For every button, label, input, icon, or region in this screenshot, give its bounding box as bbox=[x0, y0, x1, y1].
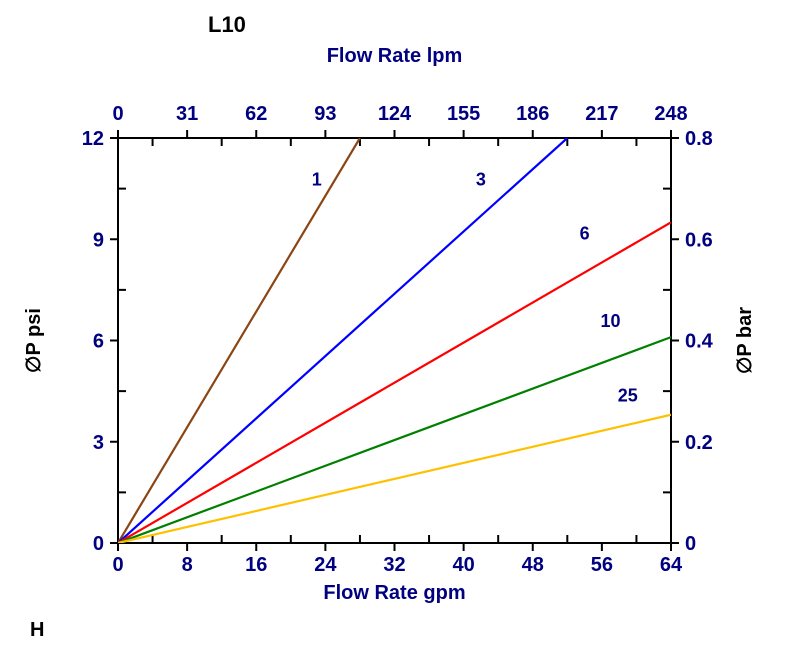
tick-right-label: 0 bbox=[685, 533, 696, 555]
footer-char: H bbox=[30, 619, 44, 641]
tick-bottom-label: 64 bbox=[660, 554, 683, 576]
tick-right-label: 0.2 bbox=[685, 432, 713, 454]
series-label-1: 1 bbox=[312, 169, 322, 189]
axis-bottom-label: Flow Rate gpm bbox=[323, 582, 465, 604]
tick-left-label: 3 bbox=[93, 432, 104, 454]
tick-left-label: 0 bbox=[93, 533, 104, 555]
tick-top-label: 155 bbox=[447, 103, 480, 125]
tick-bottom-label: 24 bbox=[314, 554, 337, 576]
series-label-25: 25 bbox=[618, 385, 638, 405]
axis-left-label: ∅P psi bbox=[23, 308, 45, 373]
tick-bottom-label: 16 bbox=[245, 554, 267, 576]
tick-right-label: 0.4 bbox=[685, 331, 714, 353]
tick-top-label: 217 bbox=[585, 103, 618, 125]
tick-left-label: 12 bbox=[82, 128, 104, 150]
tick-top-label: 186 bbox=[516, 103, 549, 125]
tick-top-label: 248 bbox=[654, 103, 687, 125]
tick-top-label: 0 bbox=[112, 103, 123, 125]
tick-bottom-label: 56 bbox=[591, 554, 613, 576]
tick-right-label: 0.8 bbox=[685, 128, 713, 150]
tick-top-label: 31 bbox=[176, 103, 198, 125]
series-label-3: 3 bbox=[476, 169, 486, 189]
axis-top-label: Flow Rate lpm bbox=[327, 45, 463, 67]
tick-bottom-label: 48 bbox=[522, 554, 544, 576]
tick-bottom-label: 40 bbox=[453, 554, 475, 576]
tick-top-label: 124 bbox=[378, 103, 412, 125]
tick-bottom-label: 0 bbox=[112, 554, 123, 576]
axis-right-label: ∅P bar bbox=[734, 307, 756, 374]
tick-bottom-label: 8 bbox=[182, 554, 193, 576]
pressure-flow-chart: L10Flow Rate lpm031629312415518621724808… bbox=[0, 0, 798, 646]
chart-bg bbox=[0, 0, 798, 646]
series-label-10: 10 bbox=[601, 311, 621, 331]
tick-left-label: 6 bbox=[93, 331, 104, 353]
series-label-6: 6 bbox=[580, 223, 590, 243]
chart-title: L10 bbox=[208, 12, 246, 37]
tick-bottom-label: 32 bbox=[383, 554, 405, 576]
tick-top-label: 62 bbox=[245, 103, 267, 125]
tick-left-label: 9 bbox=[93, 229, 104, 251]
tick-top-label: 93 bbox=[314, 103, 336, 125]
tick-right-label: 0.6 bbox=[685, 229, 713, 251]
